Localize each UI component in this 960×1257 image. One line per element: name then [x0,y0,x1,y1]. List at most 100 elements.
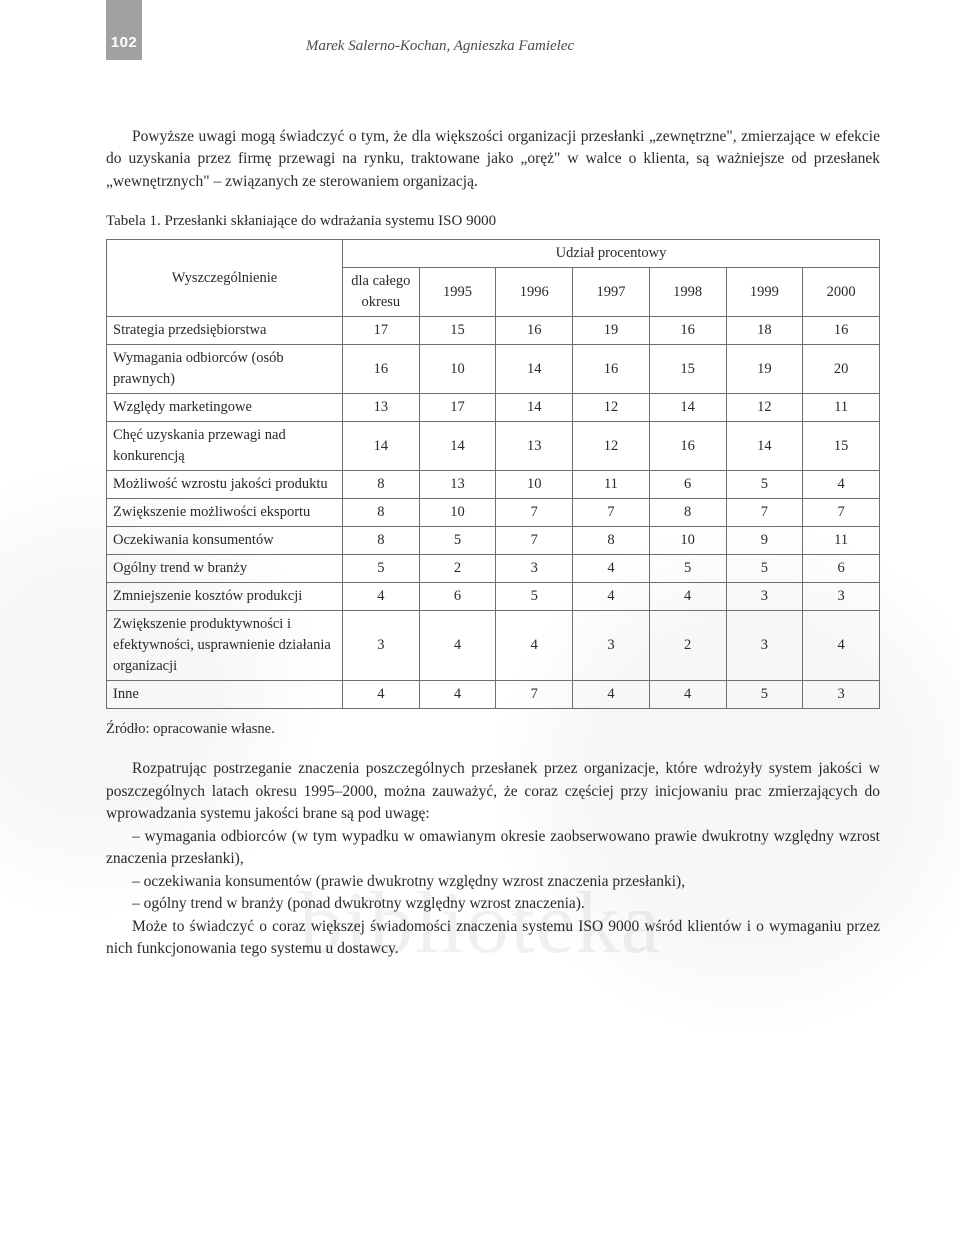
cell-value: 3 [803,681,880,709]
cell-value: 16 [343,345,420,394]
cell-value: 6 [419,583,496,611]
cell-value: 5 [726,471,803,499]
cell-value: 7 [573,499,650,527]
cell-value: 4 [649,681,726,709]
cell-value: 7 [726,499,803,527]
cell-value: 14 [419,422,496,471]
cell-value: 3 [803,583,880,611]
cell-value: 15 [649,345,726,394]
super-header: Udział procentowy [343,240,880,268]
cell-value: 12 [726,394,803,422]
cell-value: 9 [726,527,803,555]
row-label: Względy marketingowe [107,394,343,422]
cell-value: 5 [419,527,496,555]
cell-value: 6 [649,471,726,499]
cell-value: 4 [803,611,880,681]
bullet-list: – wymagania odbiorców (w tym wypadku w o… [106,826,880,916]
cell-value: 7 [496,681,573,709]
table-row: Oczekiwania konsumentów857810911 [107,527,880,555]
table-row: Zmniejszenie kosztów produkcji4654433 [107,583,880,611]
list-item: – ogólny trend w branży (ponad dwukrotny… [106,893,880,915]
cell-value: 5 [649,555,726,583]
cell-value: 14 [726,422,803,471]
cell-value: 13 [496,422,573,471]
page: 10 2 Marek Salerno-Kochan, Agnieszka Fami… [0,0,960,1257]
cell-value: 8 [573,527,650,555]
cell-value: 13 [419,471,496,499]
cell-value: 4 [343,681,420,709]
list-item: – oczekiwania konsumentów (prawie dwukro… [106,871,880,893]
running-head: Marek Salerno-Kochan, Agnieszka Famielec [0,36,880,58]
cell-value: 5 [496,583,573,611]
cell-value: 4 [573,583,650,611]
col-header: 1997 [573,268,650,317]
row-label: Możliwość wzrostu jakości produktu [107,471,343,499]
table-row: Względy marketingowe13171412141211 [107,394,880,422]
cell-value: 19 [726,345,803,394]
cell-value: 5 [343,555,420,583]
cell-value: 11 [573,471,650,499]
cell-value: 5 [726,555,803,583]
table-head: Wyszczególnienie Udział procentowy dla c… [107,240,880,317]
cell-value: 4 [343,583,420,611]
table-row: Inne4474453 [107,681,880,709]
cell-value: 4 [649,583,726,611]
col-header: 1998 [649,268,726,317]
cell-value: 4 [419,611,496,681]
cell-value: 17 [419,394,496,422]
cell-value: 19 [573,317,650,345]
cell-value: 4 [573,555,650,583]
cell-value: 16 [649,422,726,471]
cell-value: 4 [419,681,496,709]
cell-value: 14 [649,394,726,422]
cell-value: 2 [649,611,726,681]
cell-value: 16 [573,345,650,394]
cell-value: 7 [496,499,573,527]
cell-value: 14 [496,394,573,422]
cell-value: 5 [726,681,803,709]
col-header: 2000 [803,268,880,317]
row-label: Oczekiwania konsumentów [107,527,343,555]
list-item: – wymagania odbiorców (w tym wypadku w o… [106,826,880,871]
row-label: Wymagania odbiorców (osób prawnych) [107,345,343,394]
cell-value: 12 [573,394,650,422]
cell-value: 8 [343,527,420,555]
cell-value: 10 [419,345,496,394]
col-header: 1999 [726,268,803,317]
row-label: Zwiększenie możliwości eksportu [107,499,343,527]
table-caption: Tabela 1. Przesłanki skłaniające do wdra… [106,211,880,233]
cell-value: 16 [649,317,726,345]
cell-value: 15 [419,317,496,345]
row-label: Ogólny trend w branży [107,555,343,583]
cell-value: 18 [726,317,803,345]
table-row: Strategia przedsiębiorstwa17151619161816 [107,317,880,345]
cell-value: 20 [803,345,880,394]
row-label: Zmniejszenie kosztów produkcji [107,583,343,611]
table-row: Możliwość wzrostu jakości produktu813101… [107,471,880,499]
cell-value: 3 [496,555,573,583]
col-header: dla całego okresu [343,268,420,317]
cell-value: 3 [726,611,803,681]
table-row: Zwiększenie produktywności i efektywnośc… [107,611,880,681]
row-label: Chęć uzyskania przewagi nad konkurencją [107,422,343,471]
table-source: Źródło: opracowanie własne. [106,719,880,740]
cell-value: 8 [343,471,420,499]
cell-value: 4 [496,611,573,681]
cell-value: 3 [726,583,803,611]
row-header-label: Wyszczególnienie [107,240,343,317]
closing-paragraph: Może to świadczyć o coraz większej świad… [106,916,880,961]
cell-value: 16 [496,317,573,345]
col-header: 1995 [419,268,496,317]
cell-value: 16 [803,317,880,345]
table-row: Ogólny trend w branży5234556 [107,555,880,583]
intro-paragraph: Powyższe uwagi mogą świadczyć o tym, że … [106,126,880,193]
cell-value: 10 [649,527,726,555]
cell-value: 12 [573,422,650,471]
cell-value: 11 [803,527,880,555]
cell-value: 3 [343,611,420,681]
cell-value: 15 [803,422,880,471]
cell-value: 17 [343,317,420,345]
cell-value: 10 [419,499,496,527]
col-header: 1996 [496,268,573,317]
table-row: Chęć uzyskania przewagi nad konkurencją 1… [107,422,880,471]
